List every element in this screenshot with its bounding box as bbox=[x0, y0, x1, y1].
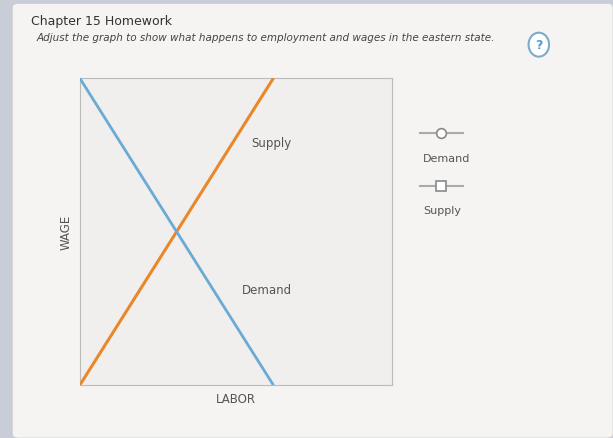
X-axis label: LABOR: LABOR bbox=[216, 392, 256, 405]
Text: Adjust the graph to show what happens to employment and wages in the eastern sta: Adjust the graph to show what happens to… bbox=[37, 33, 495, 43]
Text: Supply: Supply bbox=[423, 206, 461, 216]
Text: Demand: Demand bbox=[423, 153, 470, 163]
Text: ?: ? bbox=[535, 39, 543, 52]
Text: Demand: Demand bbox=[242, 283, 292, 297]
Circle shape bbox=[528, 34, 549, 57]
Text: Chapter 15 Homework: Chapter 15 Homework bbox=[31, 15, 172, 28]
Y-axis label: WAGE: WAGE bbox=[59, 215, 73, 250]
Text: Supply: Supply bbox=[252, 136, 292, 149]
